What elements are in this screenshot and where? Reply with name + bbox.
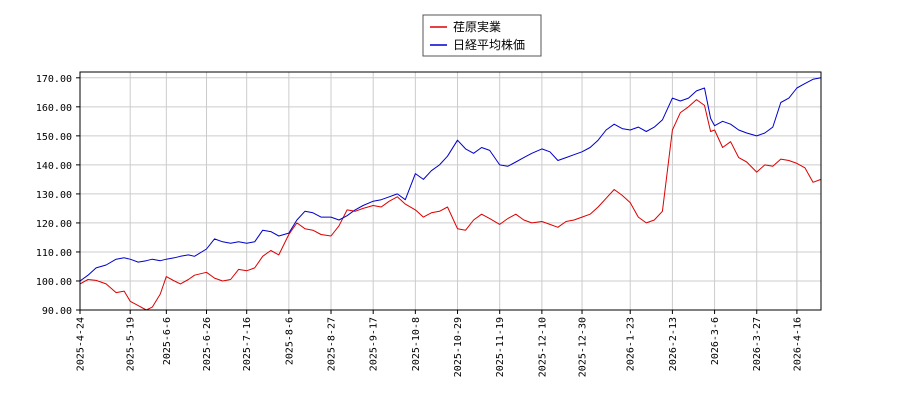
y-tick-label: 120.00 xyxy=(36,219,72,230)
legend-label-1: 日経平均株価 xyxy=(453,37,525,52)
x-tick-label: 2025-10-8 xyxy=(411,317,422,371)
x-tick-label: 2025-8-6 xyxy=(284,317,295,365)
y-tick-label: 170.00 xyxy=(36,74,72,85)
x-tick-label: 2025-11-19 xyxy=(495,317,506,377)
x-tick-label: 2025-6-6 xyxy=(162,317,173,365)
x-tick-label: 2025-7-16 xyxy=(242,317,253,371)
plot-frame xyxy=(79,71,822,311)
x-axis: 2025-4-24 2025-5-19 2025-6-6 2025-6-26 2025-… xyxy=(76,310,803,377)
x-tick-label: 2026-3-6 xyxy=(710,317,721,365)
series-line-1 xyxy=(79,77,822,282)
legend: 荏原実業 日経平均株価 xyxy=(422,14,542,57)
x-tick-label: 2025-9-17 xyxy=(369,317,380,371)
grid xyxy=(79,72,821,311)
x-tick-label: 2026-4-16 xyxy=(792,317,803,371)
x-tick-label: 2026-2-13 xyxy=(668,317,679,371)
legend-box xyxy=(422,14,542,57)
x-tick-label: 2025-12-10 xyxy=(537,317,548,377)
y-tick-label: 150.00 xyxy=(36,132,72,143)
y-axis: 90.00 100.00 110.00 120.00 130.00 140.00 150.0… xyxy=(36,74,80,317)
legend-label-0: 荏原実業 xyxy=(453,19,501,34)
x-tick-label: 2025-4-24 xyxy=(76,317,87,371)
y-tick-label: 110.00 xyxy=(36,248,72,259)
x-tick-label: 2025-10-29 xyxy=(453,317,464,377)
series-line-0 xyxy=(79,99,822,311)
y-tick-label: 140.00 xyxy=(36,161,72,172)
y-tick-label: 100.00 xyxy=(36,277,72,288)
y-tick-label: 130.00 xyxy=(36,190,72,201)
y-tick-label: 90.00 xyxy=(42,306,72,317)
y-tick-label: 160.00 xyxy=(36,103,72,114)
x-tick-label: 2026-3-27 xyxy=(752,317,763,371)
x-tick-label: 2026-1-23 xyxy=(626,317,637,371)
series-layer xyxy=(79,77,822,311)
x-tick-label: 2025-5-19 xyxy=(126,317,137,371)
x-tick-label: 2025-6-26 xyxy=(202,317,213,371)
x-tick-label: 2025-8-27 xyxy=(327,317,338,371)
x-tick-label: 2025-12-30 xyxy=(578,317,589,377)
